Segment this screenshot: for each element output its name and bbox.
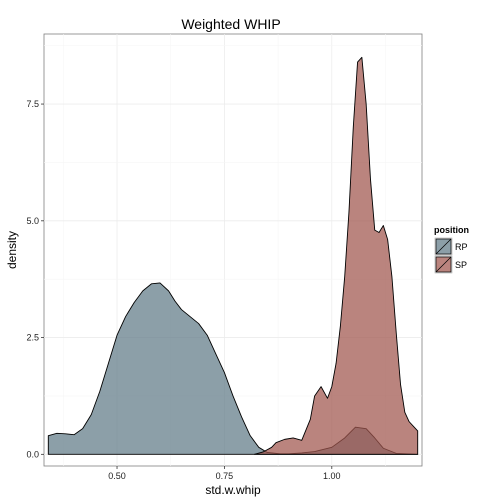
x-tick-label: 1.00 — [323, 471, 341, 481]
y-tick-label: 2.5 — [26, 333, 39, 343]
x-tick-label: 0.50 — [108, 471, 126, 481]
y-tick-label: 7.5 — [26, 99, 39, 109]
x-axis-title: std.w.whip — [205, 483, 261, 497]
legend-swatch-line — [435, 238, 452, 255]
legend-entries: RP SP — [434, 237, 468, 274]
y-tick-label: 5.0 — [26, 216, 39, 226]
chart-title: Weighted WHIP — [181, 16, 280, 32]
y-axis-title: density — [5, 231, 19, 269]
density-area-sp — [254, 56, 419, 455]
axis-ticks: 0.50 0.75 1.00 0.0 2.5 5.0 7.5 — [26, 99, 340, 481]
legend-swatch-line — [435, 256, 452, 273]
legend-label-sp: SP — [455, 260, 467, 270]
legend-title: position — [434, 225, 469, 235]
y-tick-label: 0.0 — [26, 449, 39, 459]
legend: position RP SP — [434, 225, 469, 274]
density-areas — [47, 56, 419, 455]
x-tick-label: 0.75 — [216, 471, 234, 481]
legend-label-rp: RP — [455, 242, 468, 252]
